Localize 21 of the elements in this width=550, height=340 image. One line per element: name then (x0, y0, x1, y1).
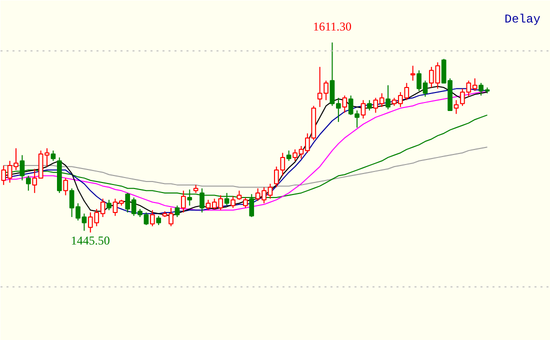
candlestick (20, 154, 25, 181)
candlestick (243, 197, 248, 208)
annotation: 1611.30 (312, 20, 352, 34)
candlestick (150, 210, 155, 227)
candlestick (454, 100, 459, 114)
candlestick (50, 150, 56, 162)
annotation: 1445.50 (70, 234, 110, 248)
candlestick (26, 175, 31, 192)
candlestick (106, 199, 112, 211)
candlestick (386, 84, 390, 110)
text: Delay (504, 12, 541, 26)
candlestick (181, 190, 186, 213)
candlestick (174, 205, 180, 218)
candlestick (410, 65, 416, 82)
candlestick (360, 100, 366, 119)
candlestick (156, 215, 162, 226)
candlestick (63, 178, 68, 196)
candlestick (342, 95, 348, 114)
candlestick (230, 196, 236, 208)
candlestick (286, 150, 292, 162)
candlestick (367, 100, 372, 111)
